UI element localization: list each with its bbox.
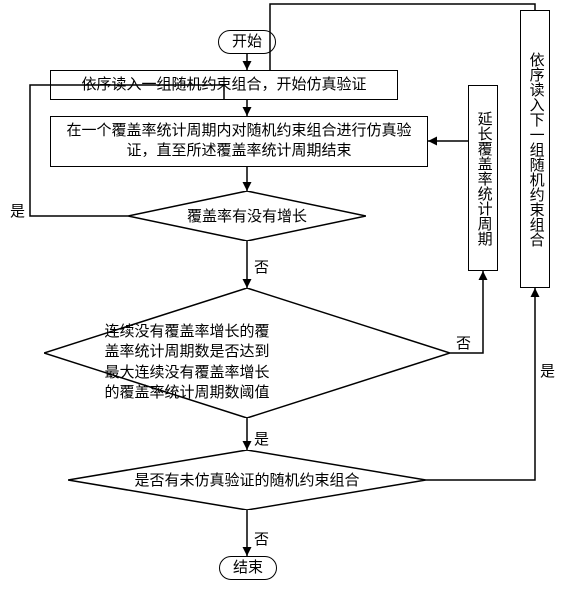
- node-sim-label: 在一个覆盖率统计周期内对随机约束组合进行仿真验证，直至所述覆盖率统计周期结束: [66, 123, 411, 159]
- node-read-label: 依序读入一组随机约束组合，开始仿真验证: [81, 77, 366, 93]
- node-end-label: 结束: [233, 560, 263, 576]
- node-unv-label: 是否有未仿真验证的随机约束组合: [134, 473, 359, 489]
- node-read: 依序读入一组随机约束组合，开始仿真验证: [50, 70, 398, 100]
- label-max-yes: 是: [254, 428, 269, 449]
- node-extend: 延长覆盖率统计周期: [468, 85, 498, 271]
- label-grow-no: 否: [254, 256, 269, 277]
- label-max-no: 否: [456, 332, 471, 353]
- node-next: 依序读入下一组随机约束组合: [520, 10, 550, 288]
- label-grow-yes: 是: [10, 200, 25, 221]
- node-extend-label: 延长覆盖率统计周期: [474, 111, 491, 246]
- node-start: 开始: [218, 30, 276, 54]
- node-sim: 在一个覆盖率统计周期内对随机约束组合进行仿真验证，直至所述覆盖率统计周期结束: [50, 116, 428, 167]
- node-start-label: 开始: [232, 34, 262, 50]
- node-grow-label: 覆盖率有没有增长: [187, 209, 307, 225]
- label-unv-yes: 是: [540, 360, 555, 381]
- node-max: 连续没有覆盖率增长的覆盖率统计周期数是否达到最大连续没有覆盖率增长的覆盖率统计周…: [44, 288, 450, 418]
- flowchart-canvas: 开始 结束 依序读入一组随机约束组合，开始仿真验证 在一个覆盖率统计周期内对随机…: [0, 0, 569, 592]
- node-end: 结束: [219, 556, 277, 580]
- node-max-label: 连续没有覆盖率增长的覆盖率统计周期数是否达到最大连续没有覆盖率增长的覆盖率统计周…: [104, 324, 269, 401]
- node-grow: 覆盖率有没有增长: [128, 191, 366, 241]
- label-unv-no: 否: [254, 528, 269, 549]
- node-unv: 是否有未仿真验证的随机约束组合: [68, 450, 426, 510]
- node-next-label: 依序读入下一组随机约束组合: [526, 52, 543, 247]
